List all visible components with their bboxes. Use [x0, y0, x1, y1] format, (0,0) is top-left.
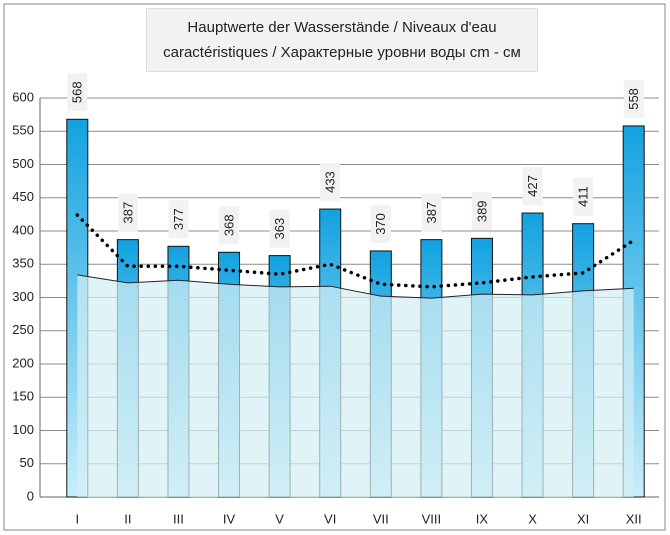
- value-label-group: 568: [67, 73, 87, 111]
- area: [77, 275, 633, 497]
- value-label-group: 389: [472, 192, 492, 230]
- value-label-group: 558: [624, 80, 644, 118]
- x-tick-label: II: [124, 511, 131, 526]
- x-tick-label: IV: [223, 511, 236, 526]
- chart-container: 050100150200250300350400450500550600IIII…: [0, 0, 670, 535]
- x-tick-label: I: [75, 511, 79, 526]
- y-tick-label: 100: [12, 422, 34, 437]
- y-tick-label: 300: [12, 289, 34, 304]
- y-tick-label: 450: [12, 189, 34, 204]
- value-label-group: 387: [421, 194, 441, 232]
- x-tick-label: X: [528, 511, 537, 526]
- x-tick-label: XI: [577, 511, 589, 526]
- value-label: 433: [323, 171, 338, 193]
- chart-title: Hauptwerte der Wasserstände / Niveaux d'…: [146, 8, 538, 72]
- x-tick-label: XII: [626, 511, 642, 526]
- value-label-group: 387: [118, 194, 138, 232]
- chart: 050100150200250300350400450500550600IIII…: [0, 0, 670, 535]
- x-tick-label: V: [275, 511, 284, 526]
- y-tick-label: 500: [12, 156, 34, 171]
- value-label: 568: [70, 81, 85, 103]
- value-label-group: 368: [219, 206, 239, 244]
- value-label-group: 363: [270, 210, 290, 248]
- value-label: 377: [171, 208, 186, 230]
- y-tick-label: 550: [12, 123, 34, 138]
- x-tick-label: VIII: [422, 511, 442, 526]
- value-label: 387: [120, 202, 135, 224]
- y-tick-label: 150: [12, 389, 34, 404]
- y-tick-label: 600: [12, 89, 34, 104]
- value-label-group: 427: [523, 167, 543, 205]
- y-tick-label: 250: [12, 322, 34, 337]
- value-label: 370: [373, 213, 388, 235]
- value-label: 368: [221, 214, 236, 236]
- y-tick-label: 0: [27, 488, 34, 503]
- value-label: 363: [272, 218, 287, 240]
- value-label: 427: [525, 175, 540, 197]
- value-label: 411: [576, 186, 591, 207]
- x-tick-label: VI: [324, 511, 336, 526]
- y-tick-label: 400: [12, 222, 34, 237]
- value-label-group: 377: [168, 200, 188, 238]
- value-label: 558: [626, 88, 641, 110]
- y-tick-label: 200: [12, 355, 34, 370]
- value-label: 389: [474, 200, 489, 222]
- y-tick-label: 50: [20, 455, 34, 470]
- value-label: 387: [424, 202, 439, 224]
- x-tick-label: III: [173, 511, 184, 526]
- x-tick-label: IX: [476, 511, 489, 526]
- value-label-group: 433: [320, 163, 340, 201]
- x-tick-label: VII: [373, 511, 389, 526]
- value-label-group: 411: [573, 178, 593, 216]
- y-tick-label: 350: [12, 256, 34, 271]
- value-label-group: 370: [371, 205, 391, 243]
